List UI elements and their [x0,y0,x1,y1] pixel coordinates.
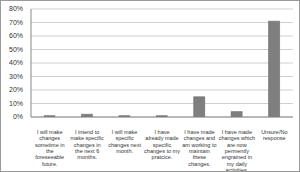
svg-text:60%: 60% [9,32,23,39]
svg-text:10%: 10% [9,100,23,107]
svg-text:I intend tomake specificchange: I intend tomake specificchanges inthe ne… [70,129,104,160]
svg-text:20%: 20% [9,86,23,93]
svg-text:I will makespecificchanges nex: I will makespecificchanges nextmonth. [108,129,141,154]
svg-text:Unsure/Noresponse: Unsure/Noresponse [261,129,287,141]
svg-text:I will makechangessometime int: I will makechangessometime intheforeseea… [35,129,65,167]
svg-text:50%: 50% [9,46,23,53]
svg-text:30%: 30% [9,73,23,80]
svg-text:40%: 40% [9,59,23,66]
svg-text:0%: 0% [13,113,23,120]
svg-text:70%: 70% [9,19,23,26]
svg-text:I have madechanges andam worki: I have madechanges andam working tomaint… [182,129,216,167]
svg-text:I have madechanges whichare no: I have madechanges whichare nowpermently… [219,129,255,171]
svg-text:80%: 80% [9,5,23,12]
svg-text:I havealready madespecificchan: I havealready madespecificchanges to myp… [144,129,180,160]
